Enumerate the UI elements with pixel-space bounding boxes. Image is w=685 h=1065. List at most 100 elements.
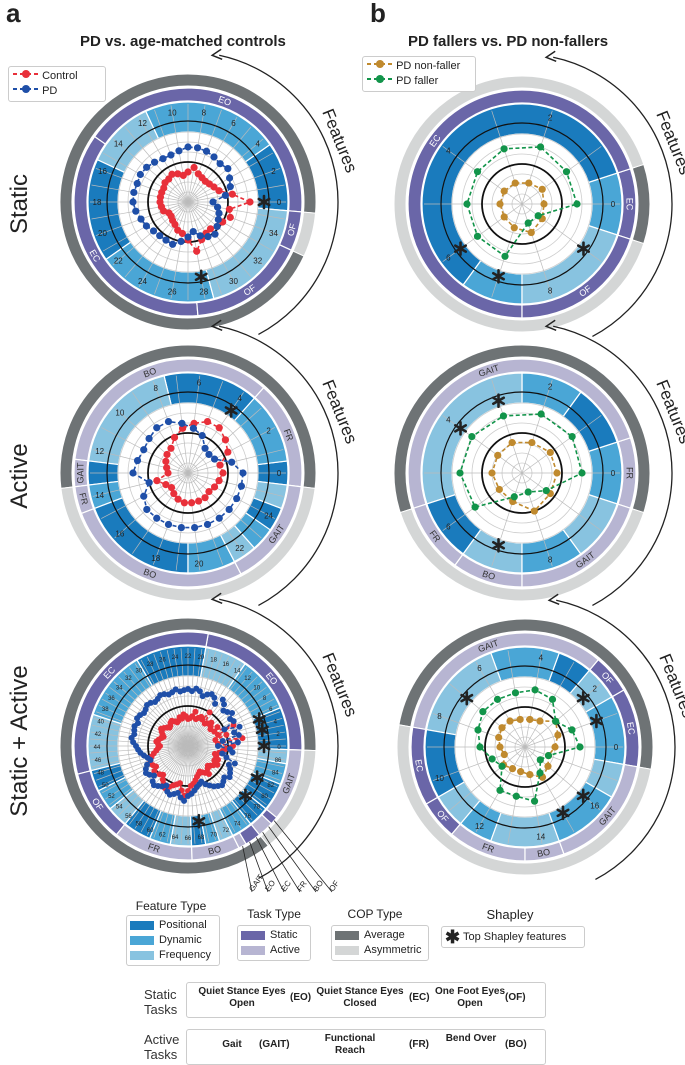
- data-point: [501, 252, 509, 260]
- grid-spoke: [187, 201, 285, 220]
- grid-spoke: [187, 656, 230, 747]
- data-point: [500, 750, 508, 759]
- data-point: [169, 240, 177, 248]
- tick-label: 6: [197, 379, 202, 388]
- reference-circle-outer: [106, 664, 270, 828]
- reference-circle-outer: [106, 120, 270, 284]
- data-point: [488, 755, 496, 763]
- legend-label: Average: [364, 929, 405, 941]
- grid-spoke: [173, 648, 189, 747]
- shapley-star-marker: [492, 393, 506, 409]
- legend-label: PD non-faller: [396, 60, 461, 72]
- data-point: [474, 726, 482, 734]
- shapley-star-marker: [492, 268, 506, 284]
- callout-line: [268, 826, 317, 893]
- data-point: [162, 481, 170, 489]
- grid-spoke: [187, 201, 238, 288]
- tick-label: 72: [222, 828, 229, 834]
- task-label: FR: [625, 467, 635, 479]
- data-point: [167, 151, 175, 159]
- series-legend-b: PD non-faller PD faller: [362, 56, 476, 92]
- tick-label: 70: [210, 832, 217, 838]
- task-name: Gait: [222, 1039, 242, 1050]
- data-point: [174, 789, 181, 796]
- grid-spoke: [475, 661, 526, 748]
- features-label: Features: [652, 108, 685, 177]
- data-point: [167, 444, 175, 452]
- data-point: [219, 750, 226, 757]
- asterisk-stroke: [250, 773, 264, 782]
- data-point: [219, 469, 227, 477]
- tick-label: 2: [548, 113, 553, 122]
- data-point: [226, 745, 233, 752]
- data-point: [540, 200, 548, 208]
- data-point: [551, 743, 559, 751]
- data-point: [516, 715, 524, 724]
- data-point: [201, 444, 209, 452]
- data-point: [221, 191, 230, 200]
- data-point: [511, 689, 520, 697]
- grid-spoke: [187, 392, 244, 474]
- grid-spoke: [187, 201, 222, 295]
- grid-spoke: [123, 671, 189, 747]
- data-point: [562, 168, 571, 176]
- data-point: [167, 483, 176, 492]
- grid-spoke: [187, 381, 224, 474]
- tick-label: 2: [271, 167, 276, 176]
- grid-spoke: [112, 201, 189, 266]
- grid-spoke: [521, 379, 553, 474]
- grid-spoke: [187, 745, 236, 833]
- task-abbr: (BO): [505, 1039, 527, 1050]
- data-point: [524, 488, 532, 496]
- non-faller-marker-icon: [367, 60, 393, 68]
- tick-label: 62: [159, 832, 166, 838]
- shapley-star-marker: [556, 805, 570, 821]
- tick-label: 2: [592, 685, 597, 694]
- static-tasks-label: Static Tasks: [144, 987, 178, 1017]
- grid-spoke: [187, 648, 203, 747]
- data-point: [145, 478, 153, 487]
- legend-label: Frequency: [159, 949, 211, 961]
- data-point: [156, 232, 164, 240]
- static-tasks-box: Quiet Stance Eyes Open (EO) Quiet Stance…: [186, 982, 546, 1018]
- legend-item-static: Static: [241, 928, 307, 943]
- legend-item-positional: Positional: [130, 918, 216, 933]
- grid-spoke: [173, 745, 189, 844]
- arrowhead-icon: [210, 319, 223, 331]
- shapley-legend-title: Shapley: [486, 907, 534, 922]
- data-point: [473, 232, 482, 240]
- data-point: [221, 701, 228, 708]
- data-point: [510, 224, 518, 232]
- reference-circle-outer: [440, 391, 604, 555]
- tick-label: 2: [266, 427, 271, 436]
- tick-label: 10: [253, 685, 260, 691]
- data-point: [162, 236, 170, 244]
- legend-label: Positional: [159, 919, 207, 931]
- legend-item-asymmetric: Asymmetric: [335, 943, 425, 958]
- data-point: [542, 487, 550, 495]
- data-point: [193, 247, 201, 255]
- callout-line: [262, 831, 301, 893]
- arrowhead-icon: [547, 593, 560, 605]
- data-point: [178, 419, 186, 427]
- data-point: [227, 715, 234, 722]
- task-label: EO: [217, 94, 233, 108]
- data-point: [225, 505, 233, 514]
- tick-label: 18: [151, 554, 160, 563]
- asymmetric-swatch: [335, 945, 359, 955]
- data-point: [214, 724, 221, 731]
- grid-spoke: [524, 650, 543, 748]
- grid-spoke: [187, 201, 252, 278]
- data-point: [229, 710, 236, 717]
- asterisk-stroke: [492, 540, 506, 550]
- grid-spoke: [152, 381, 189, 474]
- grid-spoke: [124, 201, 189, 278]
- data-point: [538, 185, 546, 193]
- data-point: [133, 456, 142, 465]
- tick-label: 32: [253, 256, 262, 265]
- data-point: [196, 232, 204, 240]
- tick-label: 64: [172, 835, 179, 841]
- tick-label: 78: [253, 805, 260, 811]
